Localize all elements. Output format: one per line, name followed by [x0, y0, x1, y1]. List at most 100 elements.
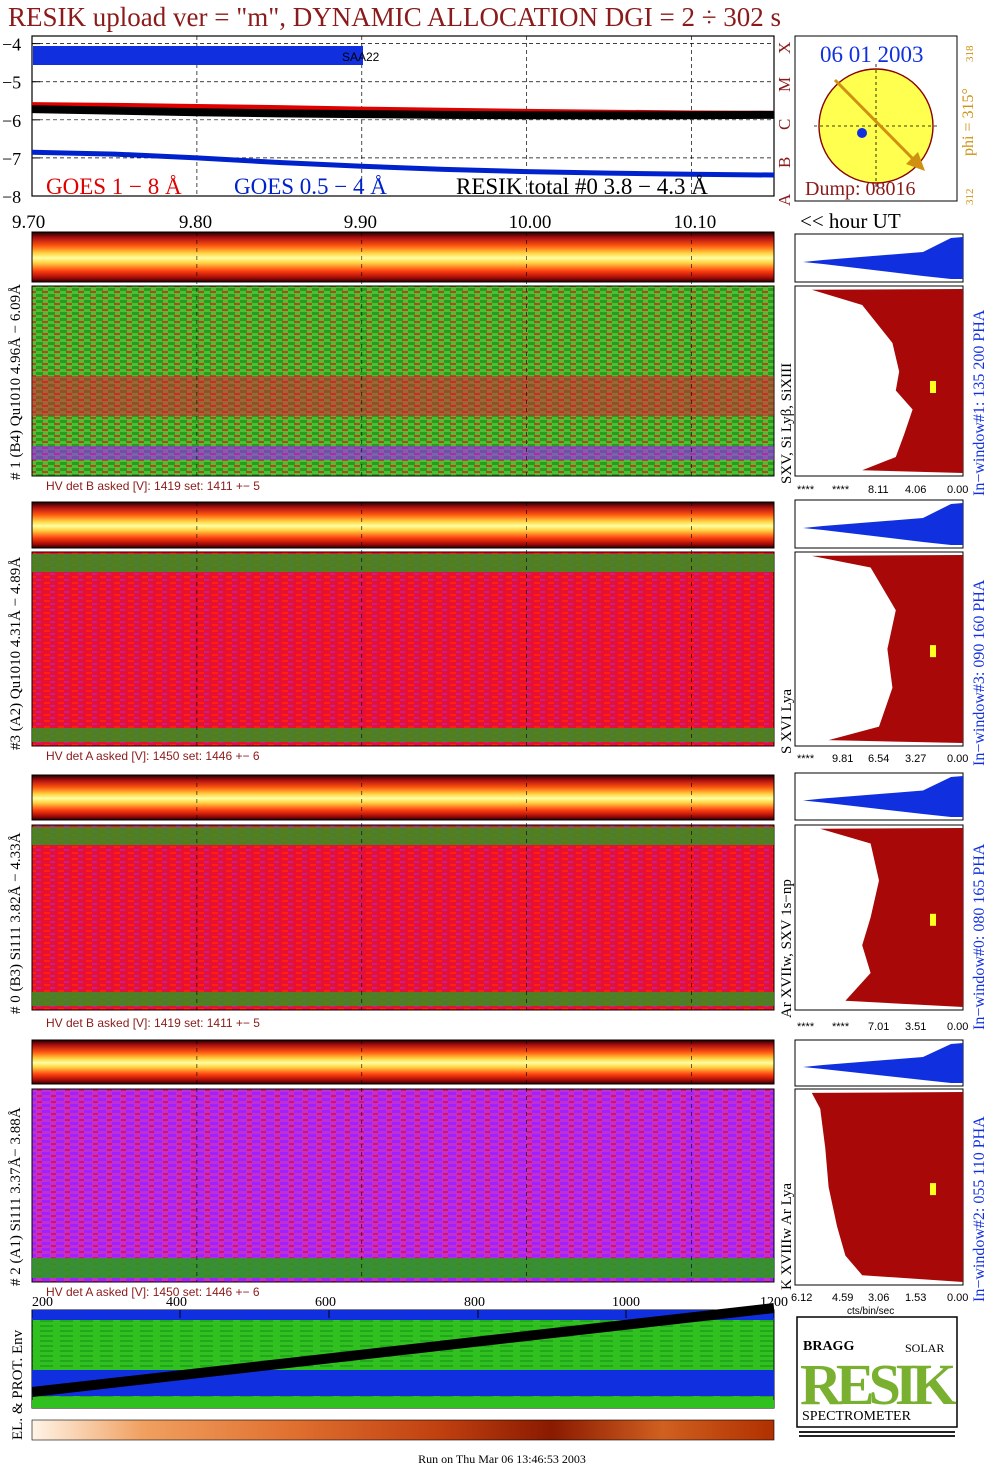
- goes-legend-entry: GOES 1 − 8 Å: [46, 174, 182, 199]
- pha-large-histogram: [811, 289, 963, 473]
- sun-date: 06 01 2003: [820, 42, 924, 67]
- goes-y-tick-label: −8: [2, 187, 21, 207]
- goes-y-tick-label: −4: [2, 35, 21, 55]
- channel-hv-info: HV det B asked [V]: 1419 set: 1411 +− 5: [46, 479, 260, 493]
- pha-axis-label: cts/bin/sec: [847, 1306, 894, 1317]
- channel-left-label: # 0 (B3) Si111 3.82Å − 4.33Å: [8, 832, 24, 1014]
- pha-scale-label: 3.51: [905, 1021, 926, 1033]
- channel-intensity-strip: [31, 501, 775, 549]
- channel-spectrogram: [31, 1088, 775, 1283]
- channel-ch0: HV det B asked [V]: 1419 set: 1411 +− 5 #…: [8, 772, 988, 1033]
- pha-scale-label: 0.00: [947, 753, 968, 765]
- env-panel: 200 400 600 800 1000 1200 EL. & PROT. Env: [10, 1295, 788, 1441]
- channel-hv-info: HV det A asked [V]: 1450 set: 1446 +− 6: [46, 1285, 260, 1299]
- pha-scale-label: 6.54: [868, 753, 889, 765]
- spectrogram-channels: HV det B asked [V]: 1419 set: 1411 +− 5 #…: [8, 231, 988, 1317]
- pointing-dot-icon: [857, 128, 867, 138]
- hour-ut-label: << hour UT: [800, 209, 901, 233]
- footer-run-info: Run on Thu Mar 06 13:46:53 2003: [418, 1452, 586, 1466]
- channel-spectrogram: [31, 551, 775, 747]
- pha-scale-label: 3.06: [868, 1292, 889, 1304]
- channel-ch2: HV det A asked [V]: 1450 set: 1446 +− 6 #…: [8, 1039, 988, 1304]
- sun-box: 06 01 2003 Dump: 08016 phi = 315° 318 31…: [794, 35, 977, 205]
- pha-small-histogram: [803, 776, 963, 817]
- pha-scale-label: ****: [832, 1021, 850, 1033]
- hour-tick-label: 10.10: [674, 212, 717, 233]
- channel-line-label: K XVIIIw Ar Lya: [779, 1183, 795, 1290]
- goes-series: [31, 102, 775, 178]
- goes-gridlines: [32, 36, 774, 196]
- pha-scale-label: ****: [797, 1021, 815, 1033]
- pha-window-marker: [930, 381, 936, 393]
- hour-axis-ticks: 9.70 9.80 9.90 10.00 10.10: [12, 212, 716, 233]
- dump-label: Dump: 08016: [805, 178, 916, 200]
- pha-scale-label: 0.00: [947, 1292, 968, 1304]
- channel-left-label: # 2 (A1) Si111 3.37Å− 3.88Å: [8, 1107, 24, 1286]
- phi-top: 318: [964, 45, 976, 62]
- page-title: RESIK upload ver = "m", DYNAMIC ALLOCATI…: [8, 2, 782, 32]
- channel-intensity-strip: [31, 774, 775, 821]
- hour-tick-label: 9.90: [344, 212, 377, 233]
- env-tick-label: 1000: [612, 1295, 640, 1310]
- pha-window-marker: [930, 913, 936, 926]
- pha-scale-label: 0.00: [947, 484, 968, 496]
- goes-y-tick-label: −6: [2, 111, 21, 131]
- env-x-ticks: 200 400 600 800 1000 1200: [31, 1295, 788, 1318]
- pha-large-histogram: [811, 1092, 963, 1282]
- pha-scale-label: 6.12: [791, 1292, 812, 1304]
- pha-scale-label: 7.01: [868, 1021, 889, 1033]
- pha-scale-label: ****: [797, 484, 815, 496]
- logo-solar: SOLAR: [905, 1341, 944, 1355]
- goes-class-letter: A: [775, 193, 794, 206]
- pha-scale-label: 1.53: [905, 1292, 926, 1304]
- goes-series-line: [31, 105, 775, 120]
- channel-window-label: In−window#2: 055 110 PHA: [971, 1116, 988, 1302]
- logo-letters: RESIK: [800, 1352, 956, 1417]
- pha-scale-label: 4.59: [832, 1292, 853, 1304]
- hour-tick-label: 9.80: [179, 212, 212, 233]
- goes-legend-entry: GOES 0.5 − 4 Å: [234, 174, 387, 199]
- logo-bragg: BRAGG: [803, 1339, 854, 1354]
- pha-scale-label: 4.06: [905, 484, 926, 496]
- channel-intensity-strip: [31, 1039, 775, 1085]
- goes-legend-entry: RESIK total #0 3.8 − 4.3 Å: [456, 174, 708, 199]
- pha-large-histogram: [811, 555, 963, 743]
- goes-legend: GOES 1 − 8 Å GOES 0.5 − 4 Å RESIK total #0…: [46, 174, 708, 199]
- pha-large-histogram: [820, 828, 963, 1007]
- env-tick-label: 400: [166, 1295, 187, 1310]
- goes-class-letter: B: [775, 157, 794, 168]
- pha-scale-label: ****: [832, 484, 850, 496]
- goes-y-tick-label: −7: [2, 149, 21, 169]
- channel-ch1: HV det B asked [V]: 1419 set: 1411 +− 5 #…: [8, 231, 988, 496]
- goes-y-tick-label: −5: [2, 73, 21, 93]
- channel-window-label: In−window#1: 135 200 PHA: [971, 309, 988, 496]
- channel-hv-info: HV det A asked [V]: 1450 set: 1446 +− 6: [46, 749, 260, 763]
- goes-class-letters: X M C B A: [775, 42, 794, 206]
- env-tick-label: 800: [464, 1295, 485, 1310]
- phi-label: phi = 315°: [960, 88, 977, 156]
- channel-line-label: S XVI Lya: [779, 689, 795, 754]
- saa-bar: [33, 46, 363, 65]
- channel-window-label: In−window#3: 090 160 PHA: [971, 579, 988, 766]
- pha-scale-label: ****: [797, 753, 815, 765]
- env-tick-label: 200: [32, 1295, 53, 1310]
- env-trend-line: [31, 1303, 775, 1397]
- goes-class-letter: X: [775, 42, 794, 54]
- pha-scale-label: 8.11: [868, 484, 889, 496]
- pha-window-marker: [930, 1183, 936, 1196]
- channel-left-label: # 1 (B4) Qu1010 4.96Å − 6.09Å: [8, 284, 24, 480]
- pha-scale-label: 0.00: [947, 1021, 968, 1033]
- env-label: EL. & PROT. Env: [10, 1329, 26, 1440]
- logo-spectrometer: SPECTROMETER: [802, 1409, 912, 1424]
- channel-intensity-strip: [31, 231, 775, 283]
- hour-tick-label: 9.70: [12, 212, 45, 233]
- pha-scale-label: 3.27: [905, 753, 926, 765]
- pha-small-histogram: [803, 503, 963, 545]
- channel-window-label: In−window#0: 080 165 PHA: [971, 843, 988, 1030]
- pha-window-marker: [930, 645, 936, 658]
- goes-y-ticks: −4 −5 −6 −7 −8: [2, 35, 40, 207]
- hour-tick-label: 10.00: [509, 212, 552, 233]
- direction-arrow-icon: [833, 78, 920, 166]
